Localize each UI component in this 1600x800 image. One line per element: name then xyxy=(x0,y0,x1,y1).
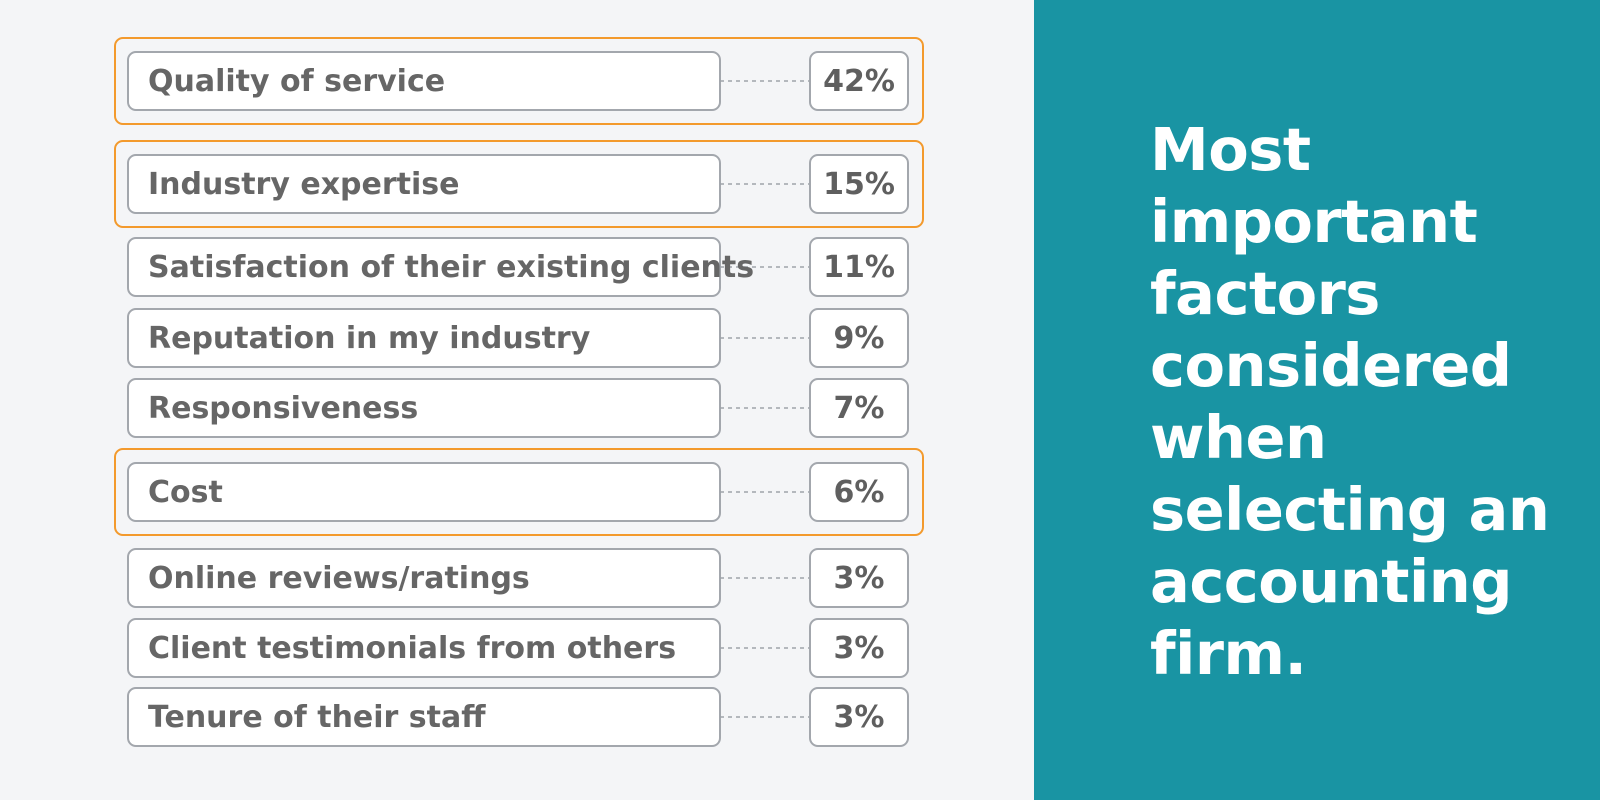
factor-row: Tenure of their staff 3% xyxy=(127,687,909,747)
factor-label: Client testimonials from others xyxy=(148,631,676,666)
percentage-label: 9% xyxy=(834,321,885,356)
percentage-label: 3% xyxy=(834,631,885,666)
factor-row: Satisfaction of their existing clients 11… xyxy=(127,237,909,297)
factor-label: Satisfaction of their existing clients xyxy=(148,250,754,285)
factor-row: Online reviews/ratings 3% xyxy=(127,548,909,608)
percentage-box xyxy=(809,687,909,747)
factor-rows: Quality of service 42% Industry expertise 1… xyxy=(114,37,924,747)
percentage-box xyxy=(809,308,909,368)
factor-label: Reputation in my industry xyxy=(148,321,591,356)
percentage-label: 42% xyxy=(823,64,895,99)
percentage-label: 6% xyxy=(834,475,885,510)
percentage-box xyxy=(809,378,909,438)
percentage-box xyxy=(809,51,909,111)
factors-chart: Quality of service 42% Industry expertise 1… xyxy=(114,37,924,747)
highlight-frame xyxy=(114,448,924,536)
factor-row: Quality of service 42% xyxy=(114,37,924,125)
percentage-box xyxy=(809,154,909,214)
chart-title: Most important factors considered when s… xyxy=(1150,115,1550,688)
percentage-label: 15% xyxy=(823,167,895,202)
percentage-box xyxy=(809,462,909,522)
highlight-frame xyxy=(114,140,924,228)
factor-label: Online reviews/ratings xyxy=(148,561,530,596)
factor-row: Client testimonials from others 3% xyxy=(127,618,909,678)
percentage-box xyxy=(809,548,909,608)
factor-row: Industry expertise 15% xyxy=(114,140,924,228)
percentage-label: 7% xyxy=(834,391,885,426)
factor-label: Tenure of their staff xyxy=(148,700,486,735)
factor-label: Cost xyxy=(148,475,223,510)
percentage-box xyxy=(809,618,909,678)
title-panel: Most important factors considered when s… xyxy=(1034,0,1600,800)
percentage-label: 3% xyxy=(834,561,885,596)
percentage-label: 3% xyxy=(834,700,885,735)
factor-label: Quality of service xyxy=(148,64,445,99)
factor-label: Responsiveness xyxy=(148,391,418,426)
percentage-label: 11% xyxy=(823,250,895,285)
factor-label: Industry expertise xyxy=(148,167,459,202)
factor-row: Responsiveness 7% xyxy=(127,378,909,438)
factors-panel: Quality of service 42% Industry expertise 1… xyxy=(114,37,924,747)
percentage-box xyxy=(809,237,909,297)
factor-row: Cost 6% xyxy=(114,448,924,536)
factor-row: Reputation in my industry 9% xyxy=(127,308,909,368)
highlight-frame xyxy=(114,37,924,125)
